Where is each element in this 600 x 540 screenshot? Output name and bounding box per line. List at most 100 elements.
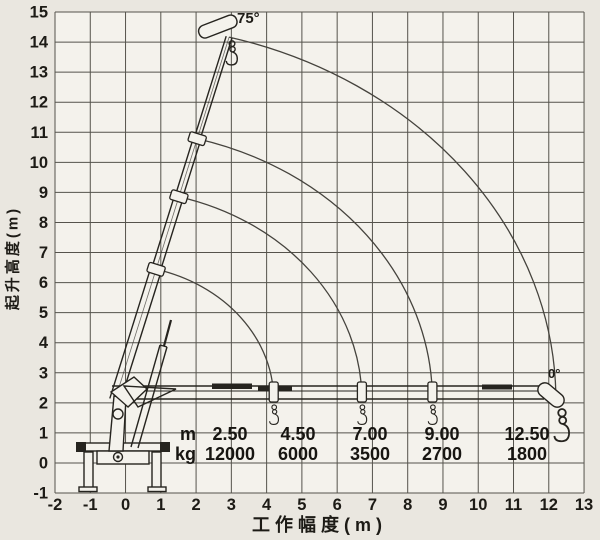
outrigger-foot-right: [147, 486, 167, 493]
x-tick-label: 11: [505, 496, 522, 514]
y-tick-label: 11: [31, 124, 48, 142]
y-tick-label: 12: [30, 94, 48, 112]
boom-fittings: [146, 40, 570, 443]
boom-section-edge: [181, 139, 202, 199]
lift-cylinder-edge: [137, 346, 168, 449]
hook-curve: [357, 413, 368, 426]
slew-pin-center: [116, 455, 120, 459]
boom-collar: [169, 189, 189, 205]
boom-dark-segment: [482, 384, 512, 390]
x-tick-label: 1: [156, 496, 165, 514]
table-radius-value: 9.00: [424, 424, 459, 444]
boom-head-75deg: [197, 14, 238, 39]
table-capacity-value: 6000: [278, 444, 318, 464]
hook-icon: [225, 40, 238, 66]
x-tick-label: 7: [368, 496, 377, 514]
y-tick-label: -1: [33, 485, 48, 503]
working-range-arc: [197, 138, 434, 401]
working-range-arc: [178, 196, 363, 401]
x-tick-label: -1: [83, 496, 98, 514]
y-tick-label: 7: [39, 244, 48, 262]
table-capacity-value: 1800: [507, 444, 547, 464]
y-tick-label: 13: [30, 64, 48, 82]
table-unit-label-m: m: [180, 424, 196, 444]
boom-collar: [268, 381, 279, 403]
outrigger-beam-left-cap: [76, 442, 86, 452]
table-capacity-value: 3500: [350, 444, 390, 464]
boom-section-edge: [159, 197, 184, 271]
boom-dark-segment: [212, 383, 252, 389]
boom-collar: [356, 381, 368, 403]
y-tick-label: 0: [39, 454, 48, 472]
x-tick-label: 4: [262, 496, 272, 514]
slew-pin: [112, 451, 124, 463]
hook-swivel: [360, 409, 366, 415]
y-tick-label: 9: [39, 184, 48, 202]
y-tick-label: 6: [39, 274, 48, 292]
x-tick-label: 3: [227, 496, 236, 514]
boom-angle-min-label: 0°: [548, 366, 561, 381]
axis-tick-labels: -2 -1 0 1 2 3 4 5 6 7 8 9 10 11 12 13151413121110987654…: [30, 4, 594, 514]
x-tick-label: 8: [403, 496, 412, 514]
table-radius-value: 7.00: [352, 424, 387, 444]
boom-section-edge: [119, 270, 162, 402]
boom-center-line: [114, 36, 230, 401]
y-axis-title: 起升高度(m): [4, 205, 22, 311]
grid-lines: [54, 11, 585, 494]
y-tick-label: 8: [39, 214, 48, 232]
outrigger-leg-right: [151, 451, 162, 489]
inner-arm-bracket: [122, 385, 177, 408]
outrigger-beam-right-cap: [160, 442, 170, 452]
load-capacity-table: mkg 2.50 4.50 7.00 9.00 12.50 12000 6000 3500 270…: [175, 424, 550, 464]
hook-icon: [553, 408, 570, 443]
hook-swivel: [430, 409, 437, 415]
x-tick-label: 10: [469, 496, 487, 514]
boom-collar: [427, 381, 438, 403]
working-range-arc: [155, 268, 275, 401]
working-range-arc: [228, 36, 557, 401]
hook-swivel: [271, 409, 278, 415]
y-tick-label: 4: [39, 334, 49, 352]
hook-swivel: [558, 415, 568, 425]
collar-band: [146, 261, 166, 277]
boom-collar: [187, 131, 207, 147]
y-tick-label: 2: [39, 394, 48, 412]
working-range-arcs: [155, 36, 557, 401]
table-radius-value: 12.50: [504, 424, 549, 444]
table-radius-value: 4.50: [280, 424, 315, 444]
cylinder-rod: [162, 319, 173, 347]
boom-section-edge: [109, 267, 152, 399]
boom-section-edge: [199, 37, 233, 140]
table-capacity-value: 2700: [422, 444, 462, 464]
collar-band: [187, 131, 207, 147]
x-tick-label: 0: [121, 496, 130, 514]
boom-collar: [146, 261, 166, 277]
table-radius-value: 2.50: [212, 424, 247, 444]
y-tick-label: 1: [39, 424, 48, 442]
x-tick-label: 6: [333, 496, 342, 514]
y-tick-label: 14: [30, 34, 49, 52]
y-tick-label: 3: [39, 364, 48, 382]
hook-icon: [269, 404, 280, 426]
column-pin: [112, 408, 124, 420]
lift-cylinder-edge: [130, 344, 161, 448]
boom-head-0deg: [537, 382, 565, 408]
y-tick-label: 5: [39, 304, 48, 322]
boom-angle-max-label: 75°: [237, 10, 260, 27]
x-tick-label: 5: [297, 496, 306, 514]
y-tick-label: 15: [30, 4, 48, 22]
collar-band: [169, 189, 189, 205]
lift-cylinder-cap: [159, 344, 168, 348]
hook-swivel: [229, 45, 236, 53]
boom-section-edge: [151, 195, 176, 269]
outrigger-foot-left: [78, 486, 98, 493]
x-axis-title: 工作幅度(m): [252, 515, 387, 535]
hook-curve: [225, 51, 238, 66]
boom-75deg: [109, 35, 233, 402]
hook-icon: [357, 404, 368, 426]
table-capacity-value: 12000: [205, 444, 255, 464]
x-tick-label: 12: [540, 496, 558, 514]
outrigger-leg-left: [83, 451, 94, 489]
